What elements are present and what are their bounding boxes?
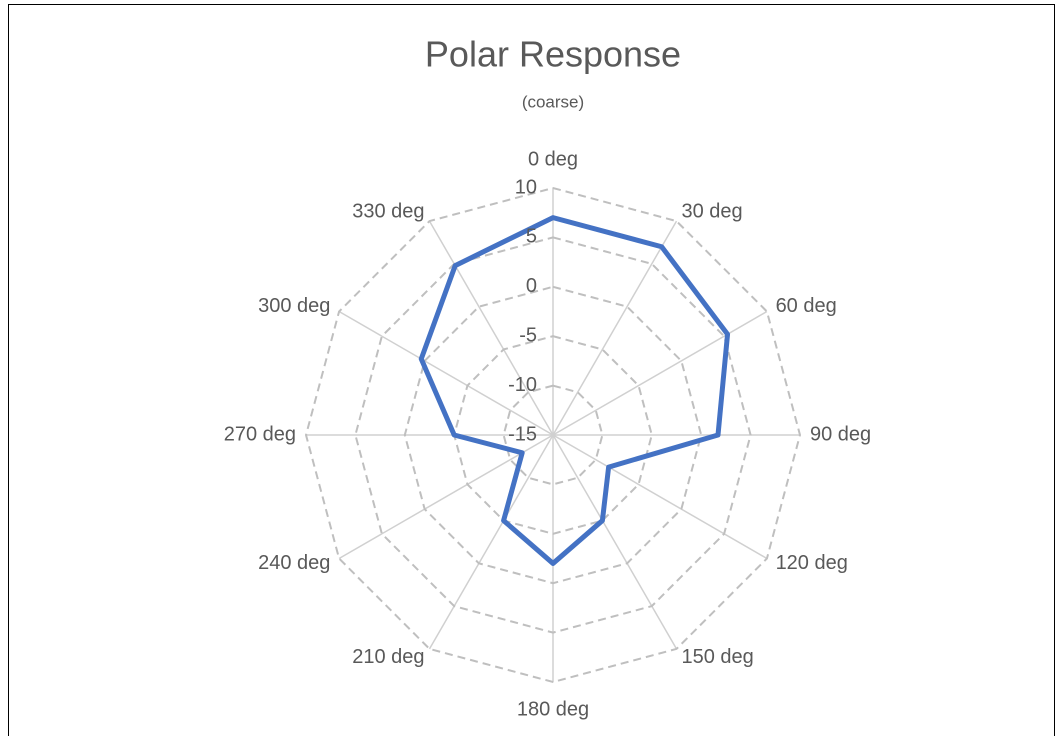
spoke: [552, 310, 768, 436]
grid-ring: [453, 335, 653, 535]
category-label: 120 deg: [776, 552, 848, 574]
grid-ring: [304, 186, 802, 684]
grid-ring: [354, 236, 752, 634]
spoke: [552, 220, 678, 436]
tick-label: 10: [515, 176, 537, 198]
chart-frame: [8, 4, 1055, 736]
category-label: 90 deg: [810, 423, 871, 445]
tick-label: 0: [526, 275, 537, 297]
spoke: [338, 434, 554, 560]
category-label: 210 deg: [352, 646, 424, 668]
category-label: 0 deg: [528, 148, 578, 170]
tick-label: -10: [508, 374, 537, 396]
chart-subtitle: (coarse): [522, 92, 584, 111]
spoke: [552, 434, 678, 650]
category-label: 270 deg: [224, 423, 296, 445]
spoke: [428, 434, 554, 650]
chart-title: Polar Response: [425, 34, 681, 75]
tick-label: -5: [519, 324, 537, 346]
series-line: [418, 215, 731, 566]
category-label: 330 deg: [352, 201, 424, 223]
category-label: 180 deg: [517, 698, 589, 720]
category-label: 60 deg: [776, 295, 837, 317]
spoke: [552, 434, 768, 560]
category-label: 300 deg: [258, 295, 330, 317]
spoke: [428, 220, 554, 436]
category-label: 30 deg: [682, 201, 743, 223]
spoke: [338, 310, 554, 436]
category-label: 240 deg: [258, 552, 330, 574]
category-label: 150 deg: [682, 646, 754, 668]
tick-label: 5: [526, 226, 537, 248]
tick-label: -15: [508, 423, 537, 445]
